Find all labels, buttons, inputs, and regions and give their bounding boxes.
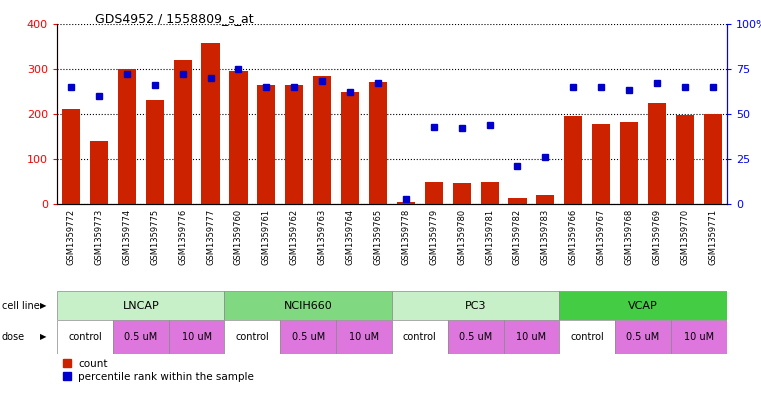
Text: GSM1359779: GSM1359779	[429, 209, 438, 265]
Bar	[229, 71, 247, 204]
Bar	[704, 114, 722, 204]
Bar	[341, 92, 359, 204]
Text: 0.5 uM: 0.5 uM	[626, 332, 660, 342]
Text: GDS4952 / 1558809_s_at: GDS4952 / 1558809_s_at	[95, 12, 253, 25]
Text: 0.5 uM: 0.5 uM	[124, 332, 158, 342]
Text: GSM1359762: GSM1359762	[290, 209, 299, 265]
Bar	[559, 320, 615, 354]
Bar	[508, 198, 527, 204]
Text: GSM1359782: GSM1359782	[513, 209, 522, 265]
Text: ▶: ▶	[40, 332, 46, 342]
Bar	[90, 141, 108, 204]
Bar	[169, 320, 224, 354]
Text: 10 uM: 10 uM	[517, 332, 546, 342]
Text: GSM1359783: GSM1359783	[541, 209, 550, 265]
Bar	[392, 291, 559, 320]
Text: 0.5 uM: 0.5 uM	[291, 332, 325, 342]
Bar	[224, 291, 392, 320]
Bar	[592, 124, 610, 204]
Bar	[504, 320, 559, 354]
Text: NCIH660: NCIH660	[284, 301, 333, 310]
Bar	[671, 320, 727, 354]
Bar	[285, 84, 304, 204]
Text: GSM1359781: GSM1359781	[485, 209, 494, 265]
Text: 10 uM: 10 uM	[349, 332, 379, 342]
Bar	[113, 320, 169, 354]
Text: control: control	[68, 332, 102, 342]
Bar	[620, 122, 638, 204]
Text: ▶: ▶	[40, 301, 46, 310]
Bar	[280, 320, 336, 354]
Text: GSM1359772: GSM1359772	[66, 209, 75, 265]
Bar	[453, 183, 471, 204]
Text: 10 uM: 10 uM	[684, 332, 714, 342]
Bar	[57, 320, 113, 354]
Bar	[559, 291, 727, 320]
Bar	[564, 116, 582, 204]
Text: GSM1359760: GSM1359760	[234, 209, 243, 265]
Text: GSM1359761: GSM1359761	[262, 209, 271, 265]
Bar	[396, 202, 415, 204]
Legend: count, percentile rank within the sample: count, percentile rank within the sample	[62, 359, 253, 382]
Bar	[648, 103, 666, 204]
Text: control: control	[403, 332, 437, 342]
Text: GSM1359776: GSM1359776	[178, 209, 187, 265]
Bar	[174, 60, 192, 204]
Text: GSM1359768: GSM1359768	[625, 209, 634, 265]
Bar	[615, 320, 671, 354]
Text: GSM1359775: GSM1359775	[150, 209, 159, 265]
Bar	[313, 77, 331, 204]
Text: GSM1359769: GSM1359769	[652, 209, 661, 265]
Text: GSM1359765: GSM1359765	[374, 209, 383, 265]
Bar	[145, 101, 164, 204]
Bar	[118, 69, 136, 204]
Text: cell line: cell line	[2, 301, 40, 310]
Text: GSM1359777: GSM1359777	[206, 209, 215, 265]
Bar	[257, 86, 275, 204]
Text: GSM1359763: GSM1359763	[317, 209, 326, 265]
Text: dose: dose	[2, 332, 24, 342]
Text: VCAP: VCAP	[628, 301, 658, 310]
Text: GSM1359770: GSM1359770	[680, 209, 689, 265]
Bar	[369, 83, 387, 204]
Bar	[57, 291, 224, 320]
Bar	[480, 182, 498, 204]
Text: GSM1359767: GSM1359767	[597, 209, 606, 265]
Text: GSM1359780: GSM1359780	[457, 209, 466, 265]
Text: control: control	[570, 332, 604, 342]
Bar	[336, 320, 392, 354]
Text: GSM1359778: GSM1359778	[401, 209, 410, 265]
Text: GSM1359764: GSM1359764	[345, 209, 355, 265]
Text: GSM1359774: GSM1359774	[123, 209, 132, 265]
Bar	[392, 320, 447, 354]
Text: GSM1359771: GSM1359771	[708, 209, 718, 265]
Bar	[425, 182, 443, 204]
Text: LNCAP: LNCAP	[123, 301, 159, 310]
Text: control: control	[235, 332, 269, 342]
Bar	[224, 320, 280, 354]
Text: GSM1359773: GSM1359773	[94, 209, 103, 265]
Text: GSM1359766: GSM1359766	[568, 209, 578, 265]
Text: 0.5 uM: 0.5 uM	[459, 332, 492, 342]
Bar	[537, 195, 555, 204]
Bar	[676, 115, 694, 204]
Bar	[202, 42, 220, 204]
Text: 10 uM: 10 uM	[182, 332, 212, 342]
Bar	[62, 110, 80, 204]
Text: PC3: PC3	[465, 301, 486, 310]
Bar	[447, 320, 504, 354]
